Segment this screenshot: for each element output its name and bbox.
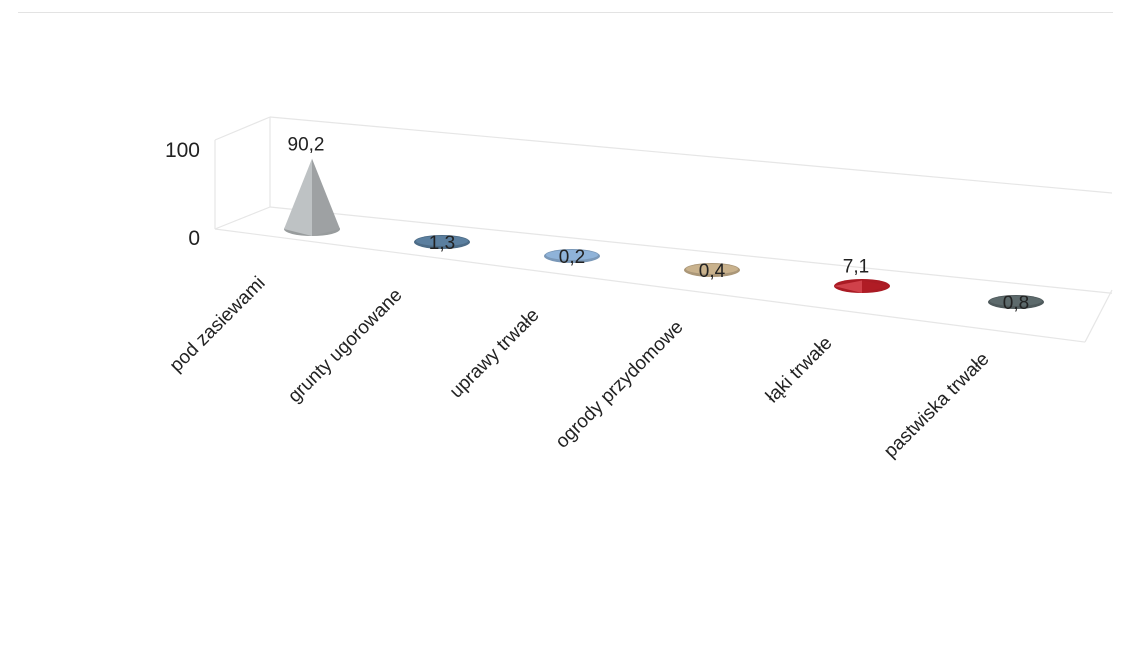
wall-top-edge	[269, 116, 1113, 194]
y-tick-label: 0	[188, 227, 200, 250]
data-label: 1,3	[429, 233, 455, 254]
x-tick-label: ogrody przydomowe	[552, 317, 688, 453]
floor-front-edge	[214, 228, 1086, 343]
bar-top-3	[686, 264, 738, 274]
floor-back-edge	[269, 206, 1113, 294]
data-label: 0,8	[1003, 293, 1029, 314]
bar-top-2	[546, 250, 598, 260]
y-tick-label: 100	[165, 139, 200, 162]
bar-cone-right-0	[312, 158, 340, 236]
x-tick-label: łąki trwałe	[762, 333, 837, 408]
floor-left-edge	[214, 206, 271, 230]
bar-cone-left-4	[834, 280, 862, 293]
floor-right-edge	[1084, 289, 1113, 343]
bar-cone-right-4	[862, 280, 890, 293]
bar-top-5	[990, 296, 1042, 306]
data-label: 7,1	[843, 256, 869, 277]
bar-top-1	[416, 236, 468, 246]
wall-top-left-edge	[214, 116, 271, 141]
data-label: 90,2	[288, 135, 325, 156]
x-tick-label: pod zasiewami	[166, 273, 270, 377]
data-label: 0,2	[559, 247, 585, 268]
bar-cone-left-0	[284, 158, 312, 236]
x-tick-label: grunty ugorowane	[284, 285, 406, 407]
top-rule	[18, 12, 1113, 13]
x-tick-label: pastwiska trwałe	[880, 349, 993, 462]
data-label: 0,4	[699, 261, 726, 282]
x-tick-label: uprawy trwałe	[446, 305, 544, 403]
